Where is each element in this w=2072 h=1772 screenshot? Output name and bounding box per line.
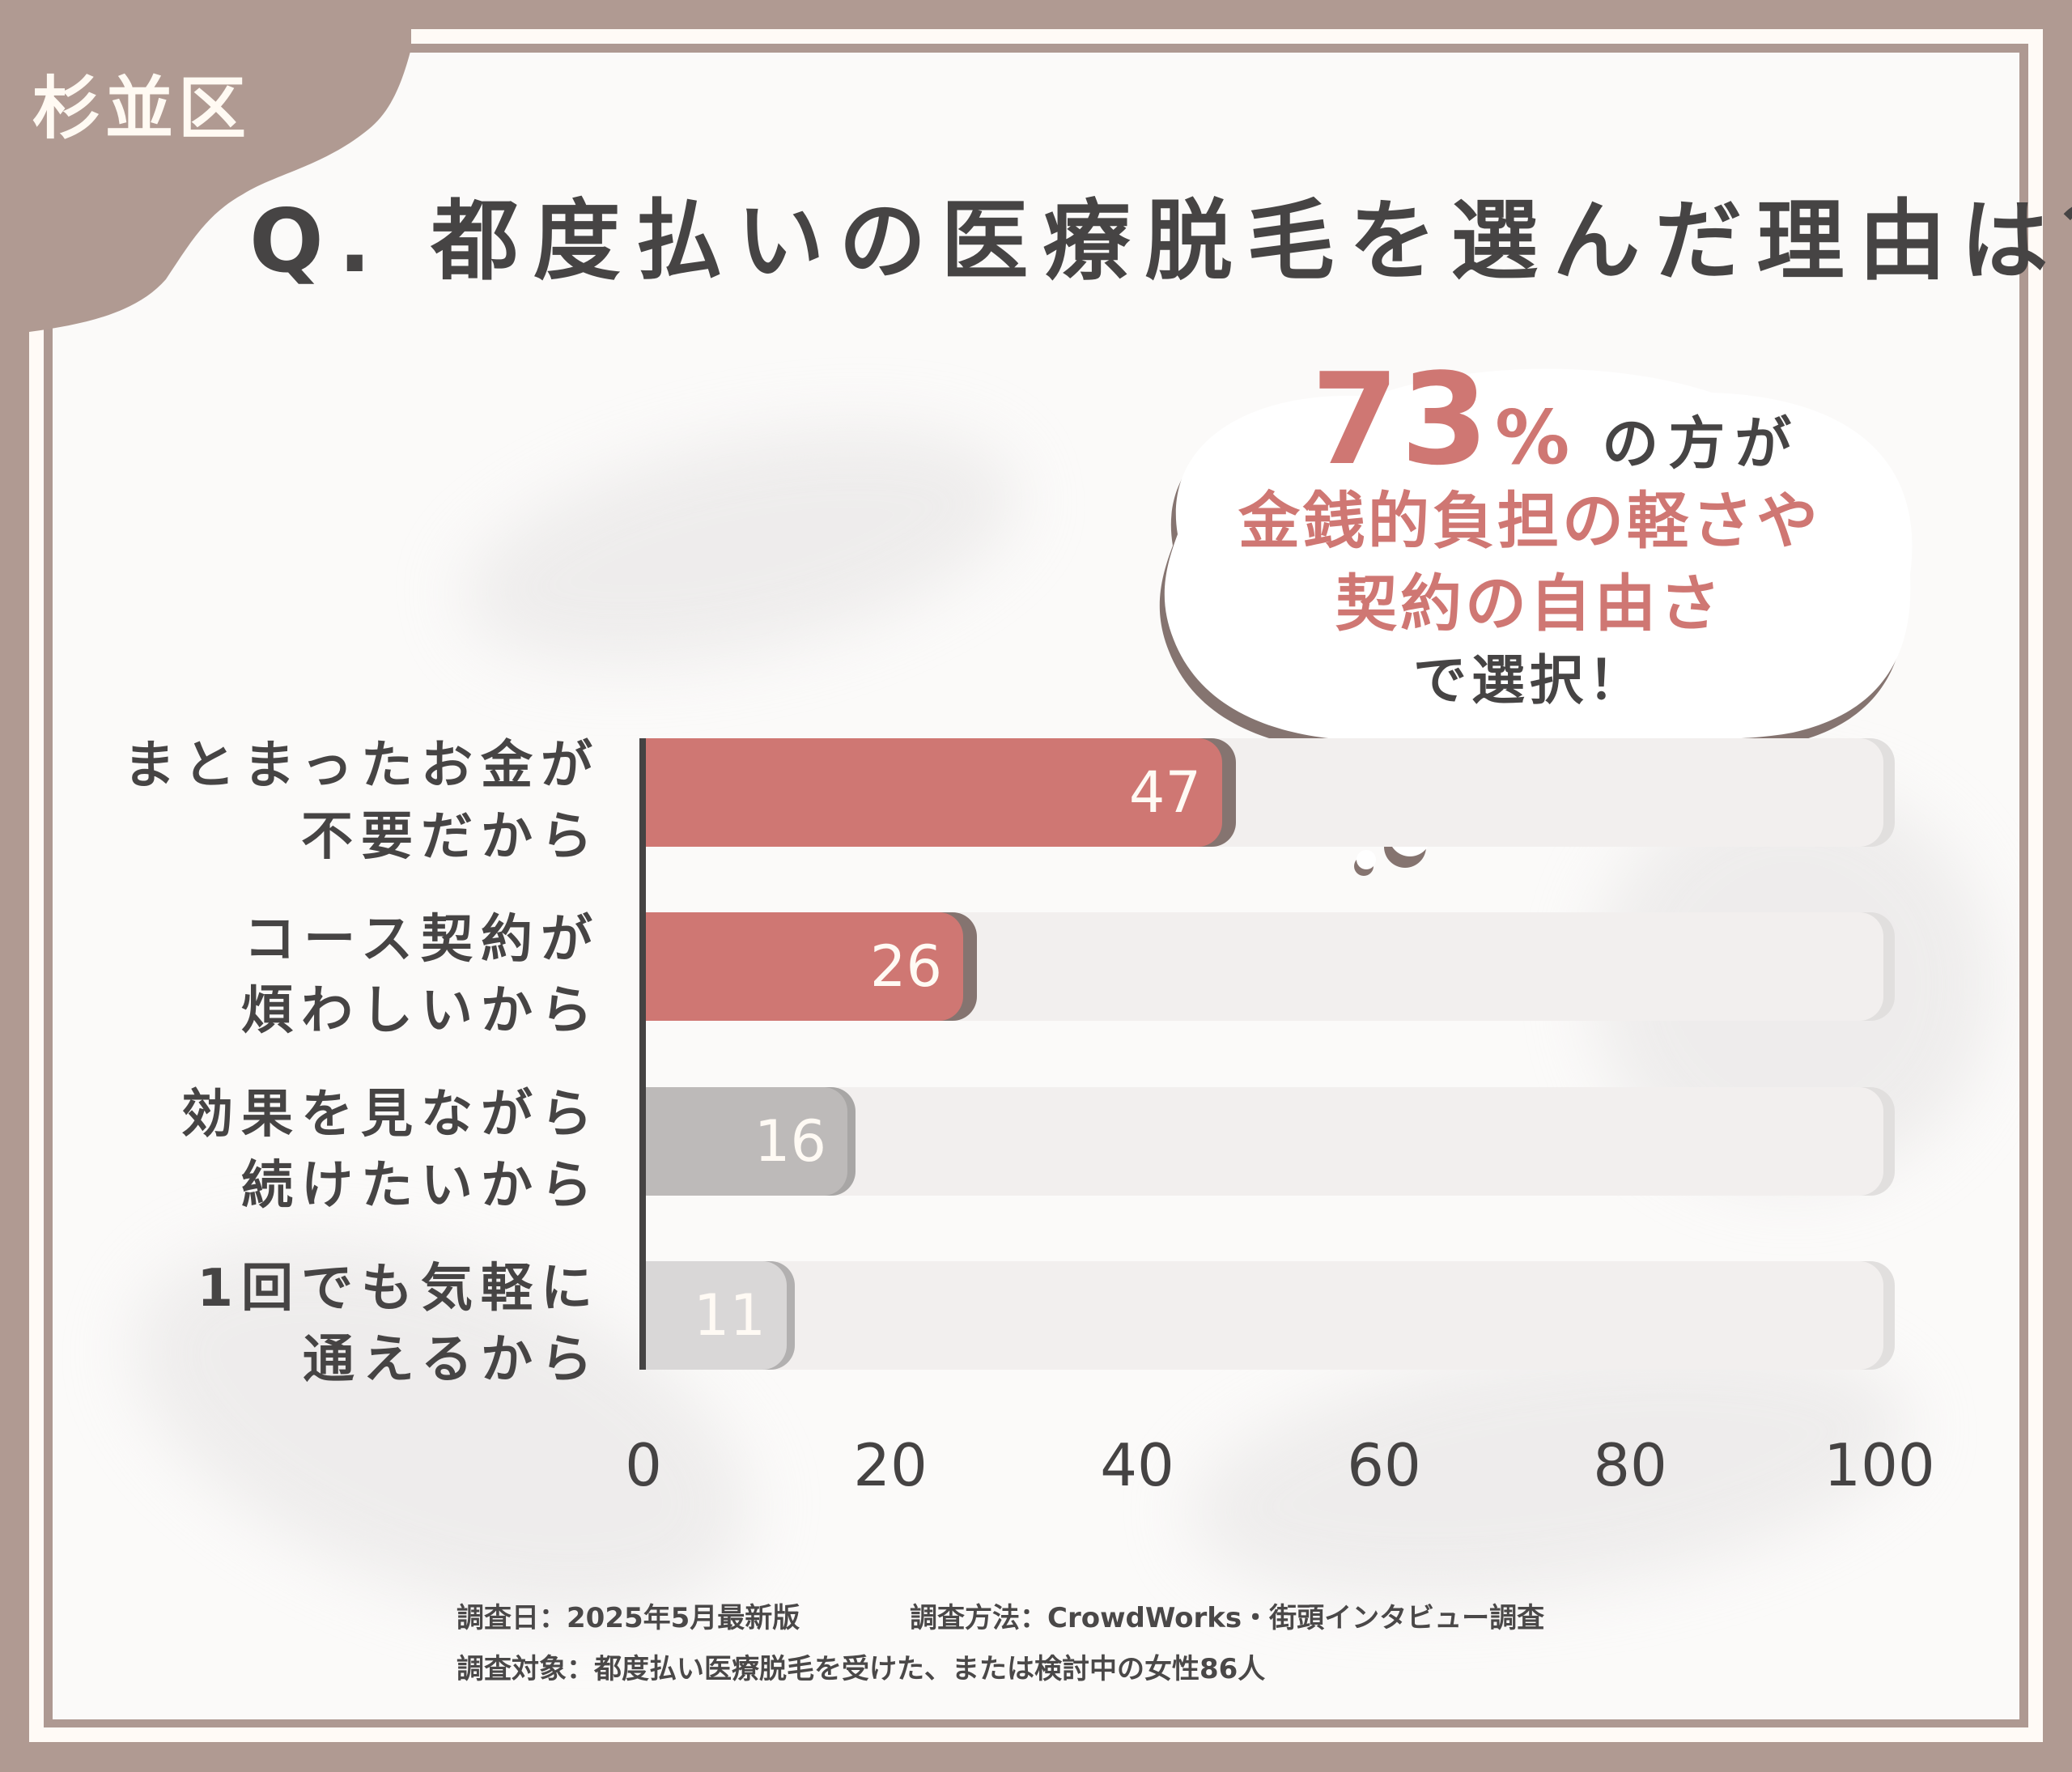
callout-headline: 73% の方が	[1311, 356, 1801, 482]
corner-badge-shape	[0, 0, 411, 356]
category-label: コース契約が 煩わしいから	[34, 904, 601, 1047]
thought-bubble-dot-small	[1357, 850, 1376, 869]
x-axis-tick: 60	[1347, 1431, 1421, 1499]
x-axis-tick: 80	[1593, 1431, 1667, 1499]
bar-row: 11	[646, 1261, 1896, 1370]
category-label-line2: 不要だから	[301, 807, 601, 867]
category-label-line1: 効果を見ながら	[181, 1085, 601, 1145]
bar-row: 26	[646, 912, 1896, 1021]
callout-line1-tail: の方が	[1602, 410, 1802, 477]
y-axis-line	[639, 738, 646, 1370]
bar-value-label: 11	[693, 1282, 766, 1349]
bar-value-label: 26	[869, 933, 942, 1000]
background-shadow	[441, 385, 1040, 708]
bar[interactable]: 26	[646, 912, 963, 1021]
x-axis-tick: 100	[1824, 1431, 1935, 1499]
callout-line3: 契約の自由さ	[1335, 567, 1724, 640]
bar-row: 16	[646, 1087, 1896, 1196]
page-title: Q. 都度払いの医療脱毛を選んだ理由は？	[249, 191, 2072, 292]
chart-canvas	[53, 53, 2019, 1719]
category-label-line2: 続けたいから	[241, 1156, 601, 1216]
category-label: 効果を見ながら 続けたいから	[34, 1079, 601, 1222]
bar-track	[646, 1087, 1883, 1196]
category-label-line1: まとまったお金が	[123, 736, 601, 796]
callout-line4: で選択！	[1413, 649, 1646, 712]
survey-target: 調査対象：都度払い医療脱毛を受けた、または検討中の女性86人	[456, 1653, 1266, 1685]
category-label-line1: 1回でも気軽に	[197, 1259, 601, 1319]
x-axis-tick: 40	[1100, 1431, 1174, 1499]
bar-value-label: 47	[1128, 759, 1201, 826]
bar[interactable]: 16	[646, 1087, 847, 1196]
category-label: 1回でも気軽に 通えるから	[34, 1253, 601, 1396]
category-label-line1: コース契約が	[244, 910, 601, 970]
bar-track	[646, 1261, 1883, 1370]
category-label: まとまったお金が 不要だから	[34, 730, 601, 873]
survey-date: 調査日：2025年5月最新版	[456, 1602, 800, 1634]
callout-percent: 73	[1311, 346, 1491, 493]
x-axis-tick: 20	[853, 1431, 928, 1499]
bar-value-label: 16	[754, 1108, 826, 1175]
speech-bubble	[1159, 368, 1913, 814]
callout-line2: 金銭的負担の軽さや	[1238, 485, 1821, 557]
bar[interactable]: 47	[646, 738, 1222, 847]
x-axis-tick: 0	[625, 1431, 662, 1499]
bar-row: 47	[646, 738, 1896, 847]
area-tag: 杉並区	[32, 69, 252, 148]
category-label-line2: 通えるから	[302, 1330, 601, 1390]
bar[interactable]: 11	[646, 1261, 787, 1370]
callout-percent-sign: %	[1495, 394, 1570, 481]
survey-method: 調査方法：CrowdWorks・街頭インタビュー調査	[910, 1602, 1545, 1634]
category-label-line2: 煩わしいから	[241, 981, 601, 1041]
